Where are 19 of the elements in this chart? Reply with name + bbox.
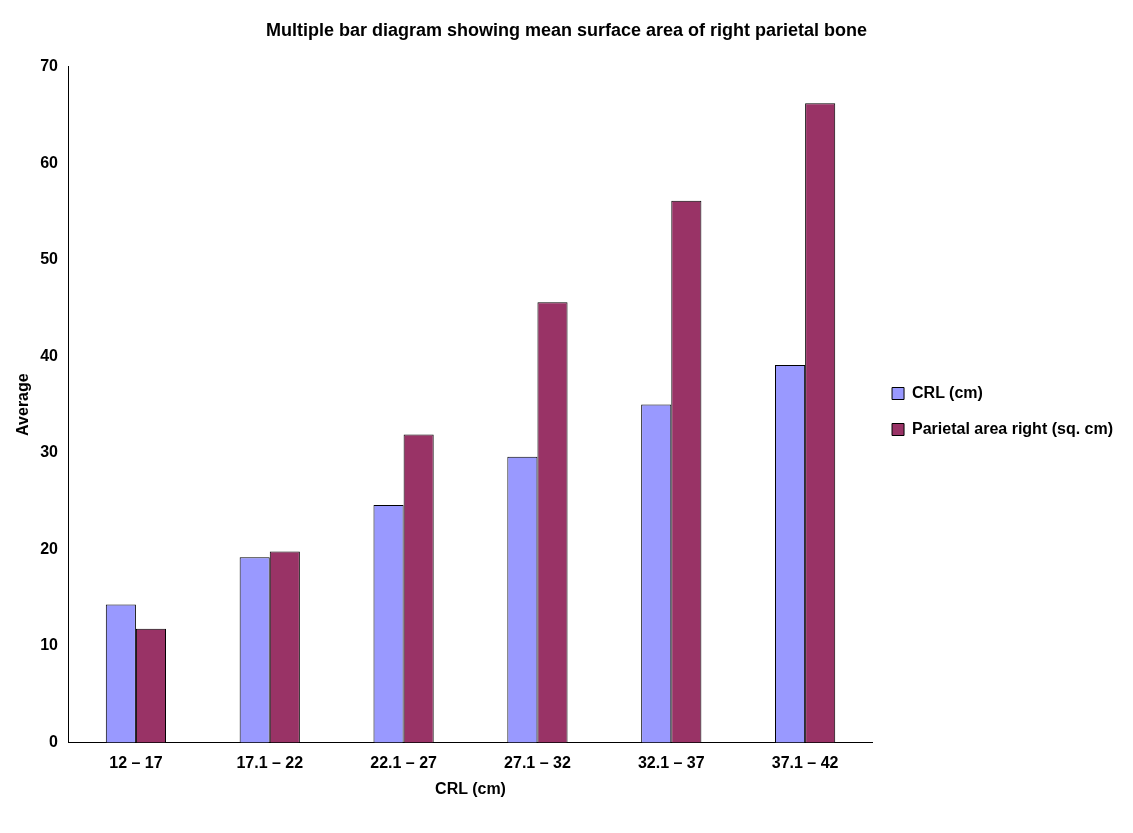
y-tick-label: 30 — [40, 443, 59, 461]
y-tick-label: 20 — [40, 539, 59, 557]
legend-label: Parietal area right (sq. cm) — [912, 419, 1114, 437]
y-tick-label: 10 — [40, 636, 59, 654]
x-tick-label: 17.1 – 22 — [236, 753, 304, 771]
legend-label: CRL (cm) — [912, 383, 983, 401]
y-tick-label: 50 — [40, 250, 59, 268]
y-tick-label: 70 — [40, 57, 59, 75]
x-tick-label: 32.1 – 37 — [637, 753, 705, 771]
y-tick-label: 40 — [40, 346, 59, 364]
y-tick-label: 60 — [40, 153, 59, 171]
x-tick-label: 27.1 – 32 — [504, 753, 571, 771]
x-axis-title: CRL (cm) — [435, 779, 506, 797]
x-tick-label: 37.1 – 42 — [771, 753, 839, 771]
y-axis-title: Average — [14, 373, 32, 436]
x-tick-label: 22.1 – 27 — [370, 753, 438, 771]
chart-title: Multiple bar diagram showing mean surface area of right parietal bone — [265, 19, 868, 40]
y-tick-label: 0 — [49, 733, 59, 751]
x-tick-label: 12 – 17 — [109, 753, 163, 771]
